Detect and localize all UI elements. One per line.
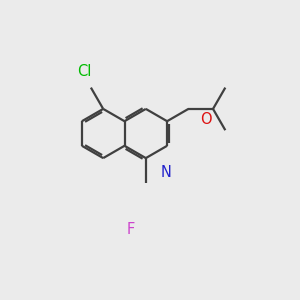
- Text: F: F: [126, 222, 135, 237]
- Text: Cl: Cl: [77, 64, 91, 80]
- Text: N: N: [161, 165, 172, 180]
- Text: O: O: [200, 112, 211, 128]
